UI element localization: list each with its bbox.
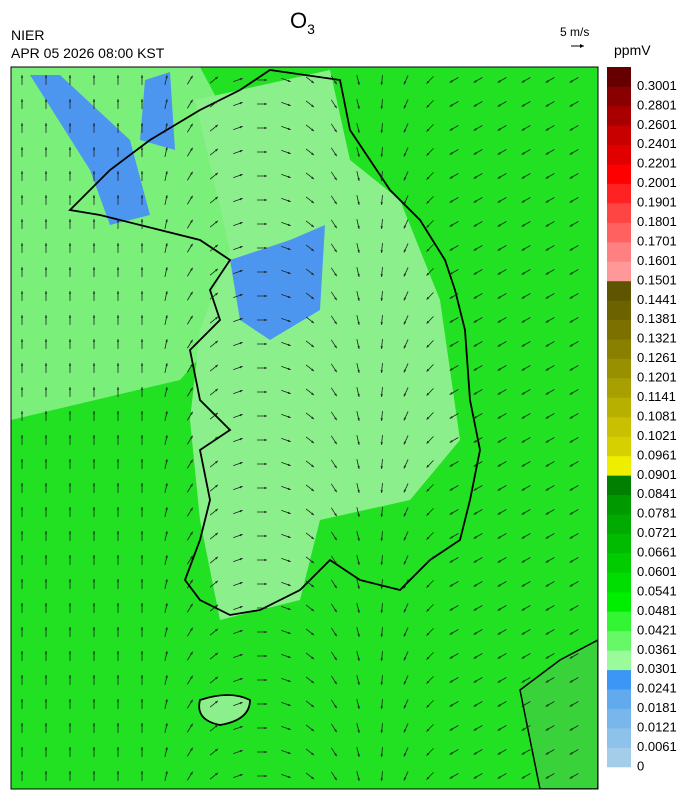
blue-patch <box>140 72 175 150</box>
colorbar-label: 0.1321 <box>637 331 677 346</box>
colorbar-cell <box>607 631 631 651</box>
colorbar-label: 0.2601 <box>637 117 677 132</box>
colorbar-label: 0.1201 <box>637 370 677 385</box>
colorbar-cell <box>607 553 631 573</box>
colorbar-cell <box>607 689 631 709</box>
colorbar-label: 0.1021 <box>637 428 677 443</box>
colorbar-cell <box>607 223 631 243</box>
colorbar-label: 0.2201 <box>637 156 677 171</box>
colorbar-cell <box>607 495 631 515</box>
colorbar-label: 0.1501 <box>637 272 677 287</box>
colorbar-cell <box>607 106 631 126</box>
colorbar-label: 0.2801 <box>637 97 677 112</box>
agency: NIER <box>11 27 44 43</box>
colorbar-cell <box>607 67 631 87</box>
colorbar-label: 0.1381 <box>637 311 677 326</box>
colorbar-cell <box>607 534 631 554</box>
colorbar-label: 0.0601 <box>637 564 677 579</box>
colorbar-label: 0.0181 <box>637 700 677 715</box>
colorbar-cell <box>607 281 631 301</box>
colorbar-cell <box>607 573 631 593</box>
colorbar-cell <box>607 417 631 437</box>
colorbar-label: 0.1261 <box>637 350 677 365</box>
colorbar-cell <box>607 670 631 690</box>
unit: ppmV <box>614 42 651 58</box>
colorbar-label: 0.0061 <box>637 739 677 754</box>
colorbar-cell <box>607 378 631 398</box>
colorbar-label: 0.0961 <box>637 447 677 462</box>
colorbar-label: 0.0661 <box>637 545 677 560</box>
colorbar-cell <box>607 611 631 631</box>
colorbar-cell <box>607 514 631 534</box>
colorbar-cell <box>607 145 631 165</box>
colorbar-label: 0.3001 <box>637 78 677 93</box>
colorbar-label: 0.1701 <box>637 233 677 248</box>
colorbar-label: 0.0721 <box>637 525 677 540</box>
colorbar-label: 0.0481 <box>637 603 677 618</box>
colorbar-cell <box>607 164 631 184</box>
colorbar-cell <box>607 456 631 476</box>
colorbar-cell <box>607 398 631 418</box>
title-main: O <box>290 8 307 33</box>
colorbar-label: 0.0841 <box>637 486 677 501</box>
colorbar-cell <box>607 436 631 456</box>
colorbar-label: 0.0121 <box>637 720 677 735</box>
colorbar-cell <box>607 359 631 379</box>
title-subscript: 3 <box>307 21 315 37</box>
colorbar-cell <box>607 242 631 262</box>
colorbar-cell <box>607 300 631 320</box>
wind-legend-label: 5 m/s <box>560 25 589 39</box>
colorbar-label: 0.0361 <box>637 642 677 657</box>
colorbar-label: 0.1601 <box>637 253 677 268</box>
colorbar-label: 0.0421 <box>637 622 677 637</box>
timestamp: APR 05 2026 08:00 KST <box>11 45 165 61</box>
colorbar-cell <box>607 184 631 204</box>
colorbar-label: 0.0781 <box>637 506 677 521</box>
title: O3 <box>290 8 315 37</box>
colorbar-cell <box>607 203 631 223</box>
colorbar-label: 0.2001 <box>637 175 677 190</box>
colorbar-label: 0.2401 <box>637 136 677 151</box>
colorbar-label: 0.0241 <box>637 681 677 696</box>
colorbar-cell <box>607 748 631 768</box>
colorbar-label: 0.0901 <box>637 467 677 482</box>
colorbar-label: 0.0541 <box>637 583 677 598</box>
colorbar-label: 0.1801 <box>637 214 677 229</box>
colorbar-cell <box>607 592 631 612</box>
colorbar-cell <box>607 339 631 359</box>
colorbar-label: 0.1441 <box>637 292 677 307</box>
colorbar-label: 0.1081 <box>637 408 677 423</box>
colorbar-cell <box>607 125 631 145</box>
wind-legend-arrowhead <box>580 44 584 48</box>
colorbar-label: 0.0301 <box>637 661 677 676</box>
colorbar-label: 0.1141 <box>637 389 676 404</box>
colorbar-label: 0.1901 <box>637 195 677 210</box>
colorbar-cell <box>607 709 631 729</box>
colorbar-cell <box>607 320 631 340</box>
colorbar-cell <box>607 475 631 495</box>
colorbar-cell <box>607 728 631 748</box>
colorbar-label: 0 <box>637 758 644 773</box>
map <box>11 67 598 789</box>
colorbar-cell <box>607 86 631 106</box>
colorbar-cell <box>607 650 631 670</box>
colorbar-cell <box>607 261 631 281</box>
